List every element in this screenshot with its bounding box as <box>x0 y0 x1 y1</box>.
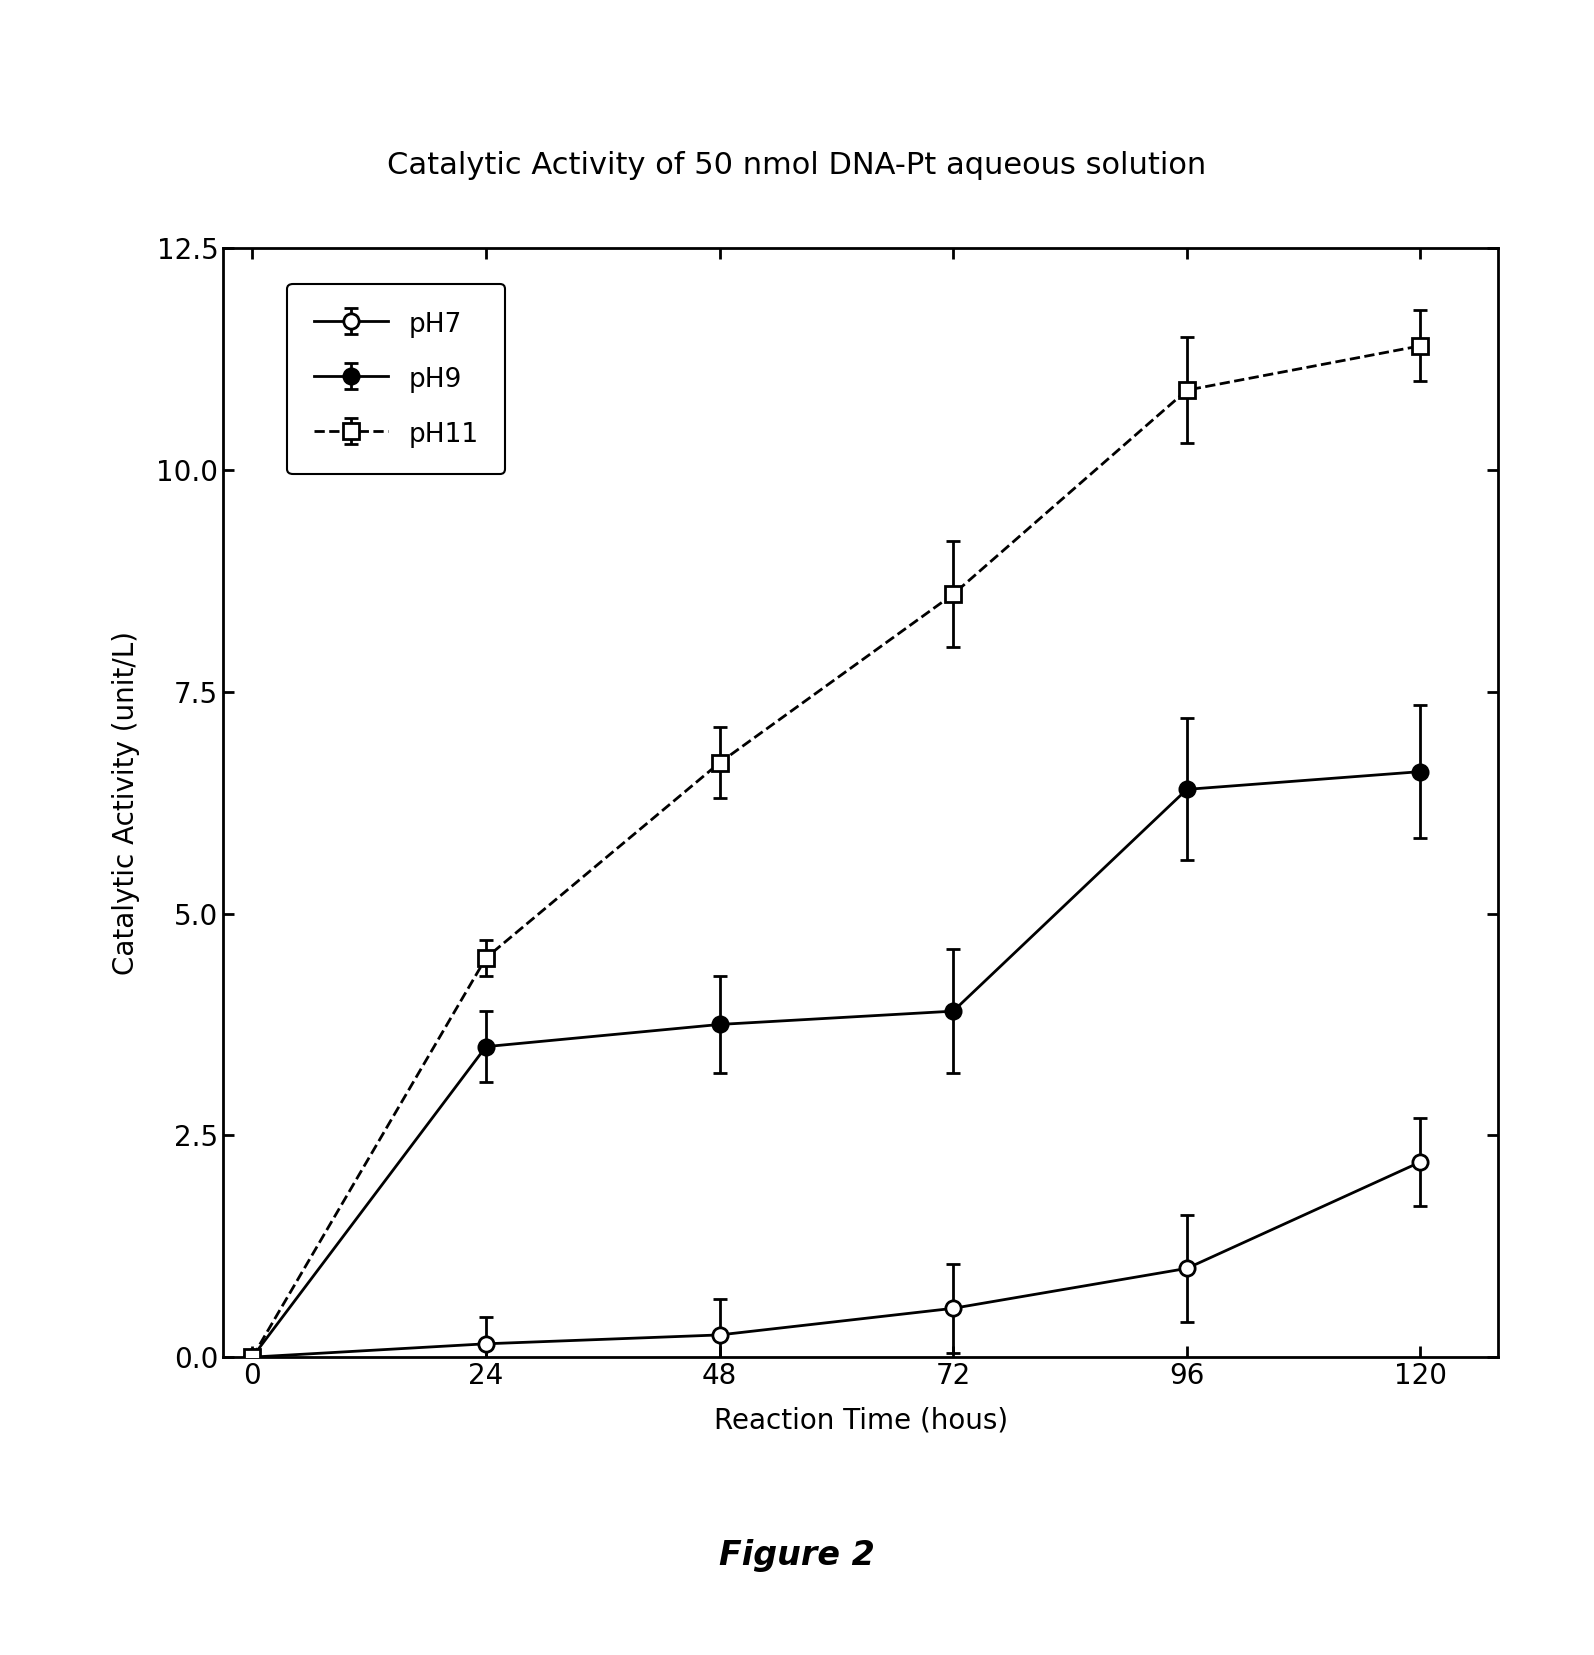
Text: Catalytic Activity of 50 nmol DNA-Pt aqueous solution: Catalytic Activity of 50 nmol DNA-Pt aqu… <box>387 151 1207 180</box>
Text: Figure 2: Figure 2 <box>719 1539 875 1572</box>
Legend: pH7, pH9, pH11: pH7, pH9, pH11 <box>287 283 505 475</box>
X-axis label: Reaction Time (hous): Reaction Time (hous) <box>714 1407 1007 1435</box>
Y-axis label: Catalytic Activity (unit/L): Catalytic Activity (unit/L) <box>112 631 140 975</box>
